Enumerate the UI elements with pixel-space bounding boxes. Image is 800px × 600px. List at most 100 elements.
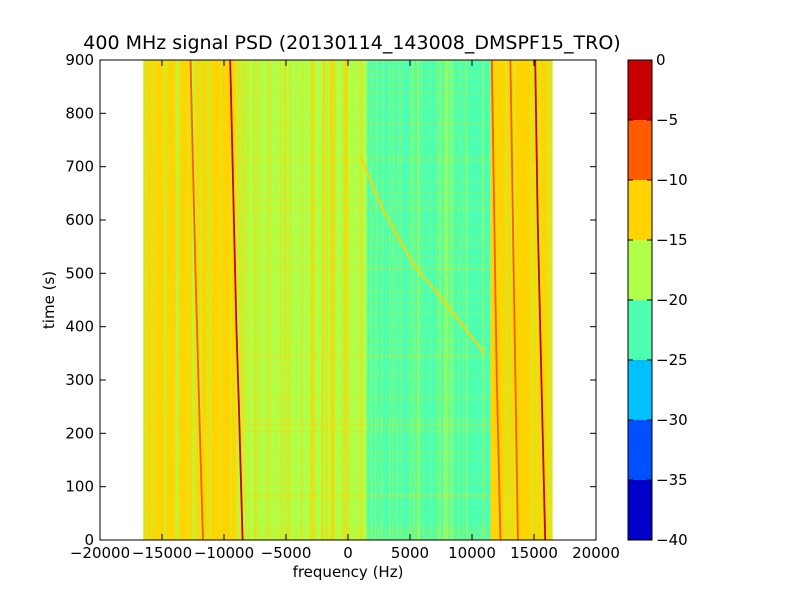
texture-streak: [276, 60, 279, 540]
series-carrier-4: [509, 60, 519, 540]
texture-streak: [422, 60, 424, 540]
texture-streak: [374, 60, 377, 540]
texture-streak: [505, 60, 508, 540]
texture-streak: [268, 60, 271, 540]
y-tick-label: 300: [65, 371, 94, 389]
texture-streak: [417, 60, 420, 540]
texture-streak: [481, 60, 484, 540]
texture-streak: [321, 60, 325, 540]
texture-streak: [288, 60, 292, 540]
colorbar-band-7: [628, 120, 652, 180]
texture-streak: [282, 60, 286, 540]
colorbar-tick-label: −5: [656, 111, 678, 129]
heatmap-region-3: [366, 60, 491, 540]
heatmap-region-1: [143, 60, 237, 540]
texture-streak: [462, 60, 464, 540]
texture-streak: [175, 60, 178, 540]
series-carrier-1: [229, 60, 244, 540]
texture-streak: [284, 60, 288, 540]
x-tick-label: −10000: [194, 544, 254, 562]
x-axis: −20000 −15000 −10000 −5000 0 5000 10000 15000 20…: [70, 60, 620, 562]
x-tick-label: 5000: [391, 544, 429, 562]
texture-streak: [324, 60, 328, 540]
y-tick-label: 800: [65, 104, 94, 122]
texture-streak: [145, 60, 147, 540]
colorbar-band-6: [628, 180, 652, 240]
colorbar-band-3: [628, 360, 652, 420]
texture-streak: [241, 60, 245, 540]
texture-streak: [358, 60, 360, 540]
texture-streak: [530, 60, 533, 540]
texture-streak: [533, 60, 535, 540]
y-tick-label: 100: [65, 478, 94, 496]
texture-streak: [313, 60, 317, 540]
texture-streak: [366, 60, 368, 540]
texture-streak: [177, 60, 179, 540]
colorbar-tick-label: −25: [656, 351, 688, 369]
colorbar: 0 −5 −10 −15 −20 −25 −30 −35 −40: [627, 51, 688, 549]
texture-streak: [444, 60, 447, 540]
heatmap-area: [142, 60, 553, 540]
texture-streak: [178, 60, 181, 540]
texture-streak: [439, 60, 442, 540]
y-tick-label: 400: [65, 318, 94, 336]
colorbar-band-2: [628, 420, 652, 480]
heatmap-region-4: [490, 60, 553, 540]
colorbar-band-8: [628, 60, 652, 120]
texture-streak: [188, 60, 190, 540]
texture-streak: [509, 60, 511, 540]
texture-streak: [205, 60, 209, 540]
texture-streak: [369, 60, 372, 540]
colorbar-tick-label: −35: [656, 471, 688, 489]
colorbar-band-1: [628, 480, 652, 540]
texture-streak: [257, 60, 261, 540]
texture-streak: [197, 60, 200, 540]
x-tick-label: 20000: [572, 544, 620, 562]
texture-streak: [146, 60, 149, 540]
texture-streak: [331, 60, 334, 540]
colorbar-tick-label: 0: [656, 51, 666, 69]
y-tick-label: 500: [65, 264, 94, 282]
texture-streak: [238, 60, 241, 540]
texture-streak: [265, 60, 269, 540]
x-tick-label: 10000: [448, 544, 496, 562]
texture-streak: [466, 60, 468, 540]
texture-streak: [410, 60, 413, 540]
y-axis: 0 100 200 300 400 500 600 700 800 900: [65, 51, 596, 549]
x-tick-label: −15000: [132, 544, 192, 562]
colorbar-tick-label: −40: [656, 531, 688, 549]
texture-streak: [255, 60, 257, 540]
texture-streak: [209, 60, 213, 540]
texture-streak: [548, 60, 550, 540]
x-tick-label: −5000: [261, 544, 312, 562]
x-tick-label: 15000: [510, 544, 558, 562]
texture-streak: [380, 60, 384, 540]
texture-streak: [448, 60, 451, 540]
texture-streak: [310, 60, 313, 540]
series-carrier-3: [490, 60, 502, 540]
texture-streak: [149, 60, 152, 540]
texture-streak: [376, 60, 379, 540]
colorbar-band-4: [628, 300, 652, 360]
texture-streak: [483, 60, 485, 540]
texture-streak: [429, 60, 432, 540]
y-tick-label: 0: [84, 531, 94, 549]
series-carrier-2: [189, 60, 204, 540]
colorbar-tick-label: −30: [656, 411, 688, 429]
texture-streak: [179, 60, 181, 540]
texture-streak: [176, 60, 179, 540]
texture-streak: [343, 60, 346, 540]
colorbar-band-5: [628, 240, 652, 300]
texture-streak: [174, 60, 178, 540]
texture-streak: [439, 60, 441, 540]
y-tick-label: 200: [65, 424, 94, 442]
texture-streak: [458, 60, 461, 540]
texture-streak: [464, 60, 468, 540]
y-axis-label: time (s): [40, 271, 58, 329]
series-carrier-5: [534, 60, 547, 540]
x-tick-label: −20000: [70, 544, 130, 562]
texture-streak: [333, 60, 337, 540]
y-tick-label: 900: [65, 51, 94, 69]
texture-streak: [549, 60, 553, 540]
